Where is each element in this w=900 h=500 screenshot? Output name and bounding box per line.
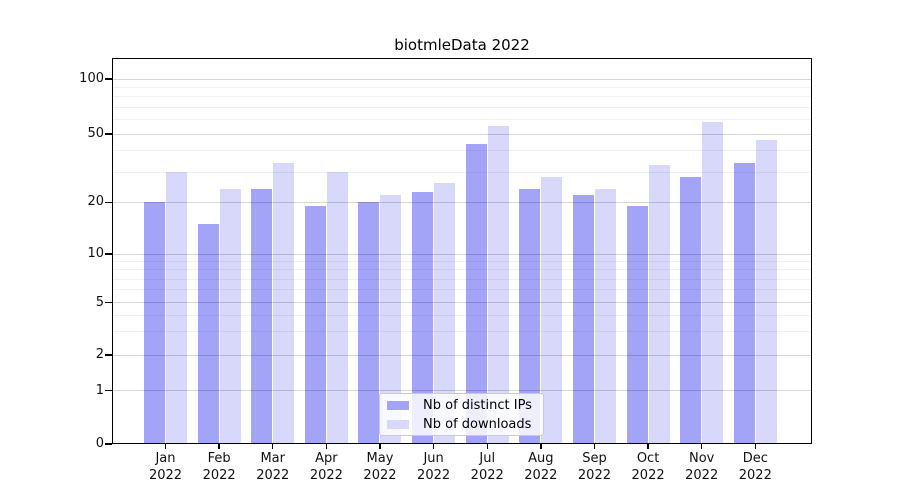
gridline-minor <box>113 278 811 280</box>
bar-distinct-ips-mar <box>251 188 273 443</box>
y-tick-label: 5 <box>95 294 104 310</box>
gridline-major <box>113 302 811 304</box>
bar-downloads-oct <box>648 164 670 443</box>
x-tick-label: Nov 2022 <box>685 451 719 483</box>
bar-distinct-ips-oct <box>626 206 648 443</box>
x-tick-mark <box>701 444 703 449</box>
bar-distinct-ips-may <box>358 202 380 443</box>
x-tick-mark <box>486 444 488 449</box>
gridline-minor <box>113 119 811 121</box>
gridline-minor <box>113 331 811 333</box>
legend-label-distinct-ips: Nb of distinct IPs <box>423 397 532 413</box>
y-tick-mark <box>105 78 112 80</box>
y-tick-label: 20 <box>87 194 104 210</box>
x-tick-mark <box>754 444 756 449</box>
bar-downloads-jan <box>166 172 187 443</box>
bar-downloads-dec <box>755 140 777 443</box>
bar-distinct-ips-jan <box>144 202 165 443</box>
y-tick-label: 1 <box>95 382 104 398</box>
bar-downloads-jun <box>434 182 456 443</box>
y-tick-mark <box>105 302 112 304</box>
bar-downloads-feb <box>219 188 241 443</box>
gridline-major <box>113 78 811 80</box>
bar-distinct-ips-aug <box>519 188 541 443</box>
gridline-major <box>113 390 811 392</box>
x-tick-mark <box>272 444 274 449</box>
y-tick-mark <box>105 201 112 203</box>
x-tick-label: Jun 2022 <box>417 451 451 483</box>
bar-downloads-apr <box>326 172 348 443</box>
x-tick-mark <box>540 444 542 449</box>
x-tick-label: Apr 2022 <box>309 451 343 483</box>
bar-downloads-jul <box>487 126 509 443</box>
chart-title: biotmleData 2022 <box>394 36 530 54</box>
y-tick-label: 2 <box>95 347 104 362</box>
bar-downloads-sep <box>594 188 616 443</box>
gridline-major <box>113 133 811 135</box>
gridline-minor <box>113 260 811 262</box>
bar-downloads-nov <box>702 122 724 443</box>
gridline-minor <box>113 171 811 173</box>
bar-distinct-ips-jul <box>465 143 487 443</box>
gridline-minor <box>113 314 811 316</box>
legend: Nb of distinct IPs Nb of downloads <box>379 393 544 436</box>
plot-area <box>112 58 812 444</box>
y-tick-label: 100 <box>79 71 104 86</box>
bar-downloads-aug <box>541 177 563 443</box>
x-tick-label: Jul 2022 <box>470 451 504 483</box>
bar-distinct-ips-dec <box>733 162 755 443</box>
x-tick-label: Feb 2022 <box>202 451 236 483</box>
y-tick-mark <box>105 253 112 255</box>
x-tick-label: Oct 2022 <box>631 451 665 483</box>
y-tick-mark <box>105 443 112 445</box>
x-tick-mark <box>164 444 167 449</box>
x-tick-mark <box>432 444 435 449</box>
y-tick-label: 50 <box>87 126 104 141</box>
bar-distinct-ips-nov <box>680 177 702 443</box>
legend-swatch-distinct-ips <box>387 400 409 410</box>
x-tick-label: Sep 2022 <box>577 451 611 483</box>
bar-distinct-ips-jun <box>412 191 434 443</box>
gridline-minor <box>113 289 811 291</box>
x-tick-mark <box>647 444 649 449</box>
legend-item-downloads: Nb of downloads <box>387 415 543 434</box>
legend-swatch-downloads <box>387 419 409 429</box>
x-tick-label: Aug 2022 <box>524 451 558 483</box>
x-tick-mark <box>379 444 381 449</box>
x-tick-label: Jan 2022 <box>148 451 183 483</box>
x-tick-label: Dec 2022 <box>738 451 772 483</box>
x-tick-mark <box>218 444 220 449</box>
y-tick-mark <box>105 390 112 392</box>
y-tick-mark <box>105 133 112 135</box>
gridline-minor <box>113 86 811 88</box>
x-tick-mark <box>325 444 328 449</box>
legend-item-distinct-ips: Nb of distinct IPs <box>387 396 543 415</box>
bar-downloads-mar <box>273 162 295 443</box>
bar-distinct-ips-feb <box>197 223 219 443</box>
y-tick-label: 0 <box>95 436 104 451</box>
bar-distinct-ips-apr <box>304 206 326 443</box>
gridline-minor <box>113 96 811 98</box>
bar-downloads-may <box>380 195 402 443</box>
gridline-major <box>113 253 811 255</box>
x-tick-mark <box>593 444 596 449</box>
gridline-minor <box>113 150 811 152</box>
gridline-minor <box>113 269 811 271</box>
gridline-minor <box>113 106 811 108</box>
y-tick-label: 10 <box>87 246 104 261</box>
bar-distinct-ips-sep <box>572 195 594 443</box>
legend-label-downloads: Nb of downloads <box>423 416 532 432</box>
gridline-major <box>113 201 811 203</box>
x-tick-label: Mar 2022 <box>256 451 290 483</box>
y-tick-mark <box>105 354 112 356</box>
x-tick-label: May 2022 <box>363 451 397 483</box>
gridline-major <box>113 354 811 356</box>
